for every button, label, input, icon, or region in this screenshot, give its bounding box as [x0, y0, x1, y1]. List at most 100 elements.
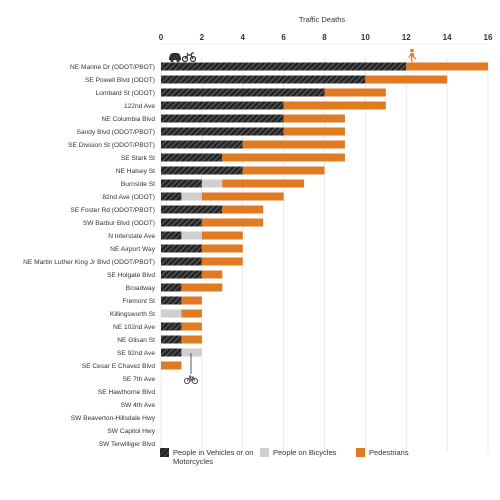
bar-pedestrians [222, 153, 345, 162]
x-tick-label: 6 [281, 33, 286, 42]
bar-pedestrians [201, 218, 264, 227]
category-label: SW Beaverton-Hillsdale Hwy [71, 415, 156, 422]
category-label: SE Stark St [121, 155, 155, 162]
category-label: SE Foster Rd (ODOT/PBOT) [70, 207, 155, 214]
x-tick-label: 0 [159, 33, 164, 42]
category-label: SE Division St (ODOT/PBOT) [68, 142, 155, 149]
x-tick-label: 10 [361, 33, 370, 42]
category-label: SW Barbur Blvd (ODOT) [83, 220, 155, 227]
bar-vehicles [161, 205, 223, 214]
car-icon [169, 53, 181, 63]
bar-pedestrians [283, 127, 345, 136]
legend-item-pedestrians: Pedestrians [356, 448, 409, 457]
bar-vehicles [161, 192, 182, 201]
bar-vehicles [161, 62, 407, 71]
legend-swatch-pedestrians [356, 448, 365, 457]
category-label: N Interstate Ave [108, 233, 155, 240]
bar-pedestrians [201, 244, 243, 253]
bar-vehicles [161, 88, 325, 97]
bar-vehicles [161, 231, 182, 240]
bar-bicycles [161, 309, 182, 318]
bar-vehicles [161, 335, 182, 344]
legend-swatch-bicycles [260, 448, 269, 457]
bicycle-icon [183, 375, 199, 385]
bar-pedestrians [222, 205, 264, 214]
category-label: Fremont St [122, 298, 155, 305]
x-tick-label: 4 [241, 33, 246, 42]
gridlines [160, 58, 489, 452]
category-label: 82nd Ave (ODOT) [102, 194, 155, 201]
bar-pedestrians [283, 114, 345, 123]
bar-pedestrians [161, 361, 182, 370]
category-label: 122nd Ave [124, 103, 155, 110]
category-label: NE Columbia Blvd [101, 116, 155, 123]
x-tick-label: 16 [484, 33, 493, 42]
category-label: SE Powell Blvd (ODOT) [85, 77, 155, 84]
category-label: NE Airport Way [110, 246, 156, 253]
x-tick-label: 2 [200, 33, 205, 42]
category-label: NE Glisan St [117, 337, 155, 344]
bar-bicycles [181, 192, 202, 201]
category-label: SE 7th Ave [122, 376, 155, 383]
motorcycle-icon [181, 52, 197, 63]
bar-bicycles [181, 348, 202, 357]
legend-swatch-vehicles [160, 448, 169, 457]
bar-vehicles [161, 218, 202, 227]
category-label: SE 92nd Ave [117, 350, 155, 357]
bar-bicycles [201, 179, 223, 188]
bar-vehicles [161, 244, 202, 253]
bar-vehicles [161, 75, 366, 84]
category-label: Killingsworth St [110, 311, 155, 318]
legend-item-bicycles: People on Bicycles [260, 448, 336, 457]
bar-vehicles [161, 101, 284, 110]
bar-vehicles [161, 296, 182, 305]
bar-pedestrians [365, 75, 448, 84]
bar-pedestrians [181, 283, 223, 292]
bar-pedestrians [324, 88, 386, 97]
bar-vehicles [161, 257, 202, 266]
bar-vehicles [161, 270, 202, 279]
category-label: SE Holgate Blvd [107, 272, 155, 279]
bar-vehicles [161, 140, 243, 149]
category-label: SE Hawthorne Blvd [98, 389, 156, 396]
bar-pedestrians [181, 335, 202, 344]
legend-label-pedestrians: Pedestrians [369, 448, 409, 457]
category-labels: NE Marine Dr (ODOT/PBOT) SE Powell Blvd (… [23, 64, 156, 448]
category-label: SW Capitol Hwy [107, 428, 155, 435]
category-label: NE Halsey St [116, 168, 155, 175]
chart-title: Traffic Deaths [299, 15, 346, 24]
pedestrian-icon [408, 48, 417, 63]
bar-vehicles [161, 114, 284, 123]
bar-pedestrians [222, 179, 305, 188]
bar-vehicles [161, 283, 182, 292]
category-label: NE 102nd Ave [113, 324, 155, 331]
legend-label-bicycles: People on Bicycles [273, 448, 337, 457]
category-label: NE Martin Luther King Jr Blvd (ODOT/PBOT… [23, 259, 155, 266]
bar-vehicles [161, 166, 243, 175]
legend: People in Vehicles or on Motorcycles Peo… [160, 448, 490, 474]
category-label: Lombard St (ODOT) [96, 90, 155, 97]
bar-pedestrians [201, 231, 243, 240]
category-label: Sandy Blvd (ODOT/PBOT) [77, 129, 155, 136]
bar-pedestrians [283, 101, 386, 110]
bar-pedestrians [242, 166, 325, 175]
bar-pedestrians [201, 270, 223, 279]
bar-pedestrians [181, 309, 202, 318]
bar-pedestrians [181, 322, 202, 331]
x-tick-label: 12 [402, 33, 411, 42]
x-tick-label: 8 [322, 33, 327, 42]
category-label: SW Terwilliger Blvd [99, 441, 156, 448]
bar-vehicles [161, 127, 284, 136]
bar-pedestrians [201, 192, 284, 201]
category-label: Broadway [126, 285, 156, 292]
x-tick-label: 14 [443, 33, 452, 42]
bars [161, 62, 488, 370]
bar-vehicles [161, 153, 223, 162]
legend-label-vehicles: People in Vehicles or on Motorcycles [173, 448, 254, 466]
bar-vehicles [161, 179, 202, 188]
x-axis-ticks: 0 2 4 6 8 10 12 14 16 [159, 33, 493, 45]
bar-bicycles [181, 231, 202, 240]
category-label: Burnside St [121, 181, 155, 188]
legend-item-vehicles: People in Vehicles or on Motorcycles [160, 448, 263, 466]
